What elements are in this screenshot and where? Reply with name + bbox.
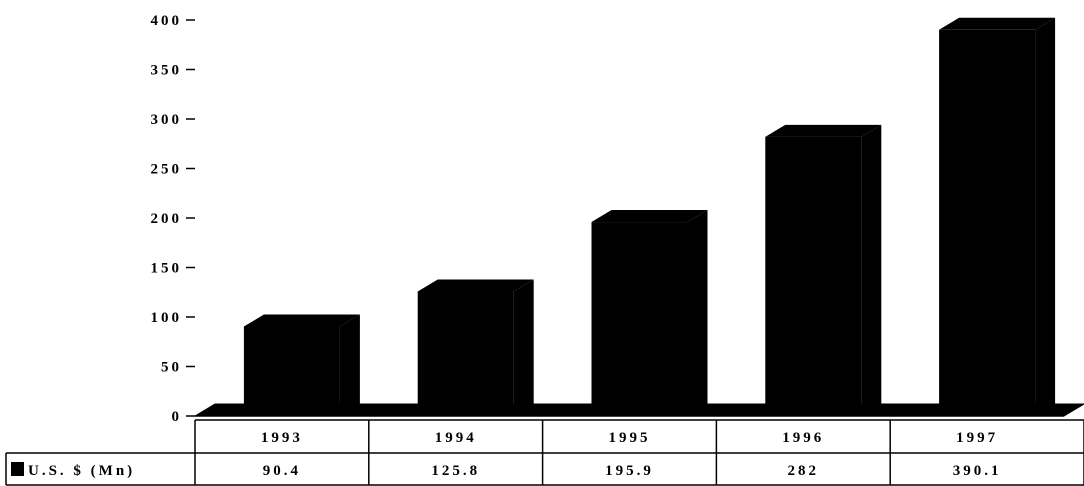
data-label: 282 xyxy=(788,463,820,479)
bar-front xyxy=(765,136,862,416)
data-label: 90.4 xyxy=(263,463,301,479)
bar-side xyxy=(513,279,534,416)
x-tick-label: 1997 xyxy=(956,430,998,446)
bar-top xyxy=(939,17,1056,30)
y-tick-label: 0 xyxy=(172,409,183,425)
bar-front xyxy=(939,29,1036,417)
legend-swatch xyxy=(11,462,24,476)
y-tick-label: 50 xyxy=(161,360,182,376)
y-tick-label: 350 xyxy=(151,63,183,79)
bar-top xyxy=(243,314,360,327)
bar-front xyxy=(243,326,340,416)
bar-side xyxy=(861,124,882,416)
x-tick-label: 1994 xyxy=(435,430,477,446)
y-tick-label: 400 xyxy=(151,13,183,29)
bar-top xyxy=(417,279,534,292)
data-label: 390.1 xyxy=(953,463,1002,479)
x-tick-label: 1996 xyxy=(782,430,824,446)
bar xyxy=(765,124,882,416)
bar xyxy=(591,210,708,416)
bar-top xyxy=(765,124,882,137)
x-tick-label: 1995 xyxy=(609,430,651,446)
y-tick-label: 250 xyxy=(151,162,183,178)
data-table: U.S. $ (Mn) 1993 90.4 1994 125.8 1995 195.9 199… xyxy=(5,419,1084,486)
y-tick-label: 300 xyxy=(151,112,183,128)
bar xyxy=(243,314,360,416)
bars-layer xyxy=(243,17,1056,417)
bar xyxy=(417,279,534,416)
bar-front xyxy=(417,291,514,416)
data-label: 195.9 xyxy=(605,463,654,479)
y-tick-label: 150 xyxy=(151,261,183,277)
x-tick-label: 1993 xyxy=(261,430,303,446)
y-tick-label: 200 xyxy=(151,211,183,227)
bar-side xyxy=(687,210,708,416)
bar-side xyxy=(1035,17,1056,417)
data-label: 125.8 xyxy=(431,463,480,479)
legend-label: U.S. $ (Mn) xyxy=(28,463,135,479)
y-tick-label: 100 xyxy=(151,310,183,326)
bar xyxy=(939,17,1056,417)
y-axis: 0 50 100 150 200 250 300 350 400 xyxy=(151,13,195,425)
bar-top xyxy=(591,210,708,223)
bar-front xyxy=(591,222,688,416)
bar-side xyxy=(339,314,360,416)
